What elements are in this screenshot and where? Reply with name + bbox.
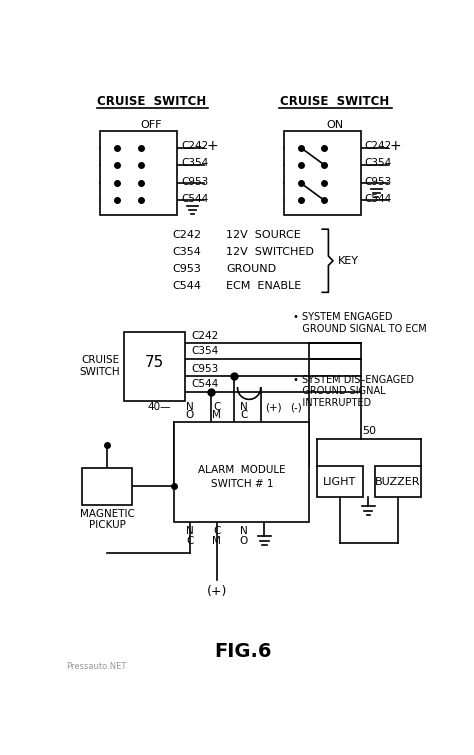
Bar xyxy=(82,468,132,505)
Text: • SYSTEM ENGAGED
   GROUND SIGNAL TO ECM: • SYSTEM ENGAGED GROUND SIGNAL TO ECM xyxy=(293,313,427,334)
Text: C544: C544 xyxy=(365,194,392,204)
Text: C953: C953 xyxy=(191,364,219,374)
Text: O: O xyxy=(239,535,248,546)
Text: C242: C242 xyxy=(172,230,201,240)
Text: BUZZER: BUZZER xyxy=(375,476,420,487)
Text: C354: C354 xyxy=(365,159,392,168)
Text: C953: C953 xyxy=(365,177,392,186)
Text: N: N xyxy=(240,525,247,535)
Text: +: + xyxy=(390,139,401,153)
Text: C: C xyxy=(213,525,220,535)
Text: Pressauto.NET: Pressauto.NET xyxy=(66,662,127,671)
Text: M: M xyxy=(212,410,221,421)
Text: FIG.6: FIG.6 xyxy=(214,642,272,661)
Text: 40—: 40— xyxy=(147,402,171,412)
Text: N: N xyxy=(240,402,247,412)
Text: C544: C544 xyxy=(172,281,201,291)
Text: C242: C242 xyxy=(182,141,209,152)
Text: C: C xyxy=(240,410,247,421)
Text: O: O xyxy=(186,410,194,421)
Text: ALARM  MODULE: ALARM MODULE xyxy=(198,465,285,475)
Text: C354: C354 xyxy=(191,347,219,356)
Text: OFF: OFF xyxy=(141,120,162,130)
Text: 12V  SOURCE: 12V SOURCE xyxy=(226,230,301,240)
Bar xyxy=(317,467,363,497)
Text: KEY: KEY xyxy=(337,256,359,266)
Text: C953: C953 xyxy=(172,264,201,274)
Text: 75: 75 xyxy=(145,355,164,370)
Text: C242: C242 xyxy=(191,331,219,341)
Text: ON: ON xyxy=(326,120,343,130)
Text: +: + xyxy=(207,139,219,153)
Text: N: N xyxy=(186,525,194,535)
Text: C953: C953 xyxy=(182,177,209,186)
Text: C354: C354 xyxy=(172,248,201,257)
Text: MAGNETIC
PICKUP: MAGNETIC PICKUP xyxy=(80,509,135,530)
Bar xyxy=(124,331,185,401)
Text: M: M xyxy=(212,535,221,546)
Text: CRUISE  SWITCH: CRUISE SWITCH xyxy=(97,94,206,107)
Text: GROUND: GROUND xyxy=(226,264,276,274)
Text: SWITCH # 1: SWITCH # 1 xyxy=(210,479,273,488)
Bar xyxy=(374,467,421,497)
Text: (+): (+) xyxy=(264,402,281,412)
Text: CRUISE
SWITCH: CRUISE SWITCH xyxy=(79,356,120,377)
Text: 50: 50 xyxy=(362,426,376,436)
Text: • SYSTEM DIS–ENGAGED
   GROUND SIGNAL
   INTERRUPTED: • SYSTEM DIS–ENGAGED GROUND SIGNAL INTER… xyxy=(293,374,414,408)
Text: C242: C242 xyxy=(365,141,392,152)
Text: ECM  ENABLE: ECM ENABLE xyxy=(226,281,301,291)
Text: C544: C544 xyxy=(182,194,209,204)
Bar xyxy=(100,131,177,215)
Bar xyxy=(284,131,361,215)
Text: LIGHT: LIGHT xyxy=(323,476,356,487)
Bar xyxy=(174,422,309,522)
Text: CRUISE  SWITCH: CRUISE SWITCH xyxy=(280,94,389,107)
Text: (-): (-) xyxy=(290,402,302,412)
Text: C544: C544 xyxy=(191,379,219,390)
Text: C: C xyxy=(213,402,220,412)
Text: C354: C354 xyxy=(182,159,209,168)
Text: (+): (+) xyxy=(207,585,227,598)
Text: C: C xyxy=(186,535,193,546)
Text: 12V  SWITCHED: 12V SWITCHED xyxy=(226,248,314,257)
Text: N: N xyxy=(186,402,194,412)
